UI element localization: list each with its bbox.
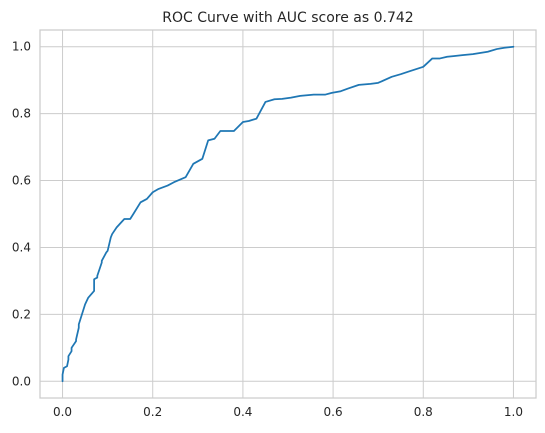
x-tick-label: 0.4 (233, 405, 252, 419)
x-tick-label: 0.2 (143, 405, 162, 419)
plot-frame (39, 29, 537, 399)
y-tick-label: 0.2 (12, 307, 31, 321)
y-tick-label: 1.0 (12, 40, 31, 54)
tick-labels: 0.0 0.2 0.4 0.6 0.8 1.0 0.0 0.2 0.4 0.6 0.8 1.0 (12, 40, 523, 419)
y-tick-label: 0.6 (12, 174, 31, 188)
y-tick-label: 0.0 (12, 374, 31, 388)
x-tick-label: 1.0 (504, 405, 523, 419)
x-tick-label: 0.6 (324, 405, 343, 419)
curve-layer (61, 45, 515, 383)
roc-curve-line (61, 45, 515, 383)
y-tick-label: 0.8 (12, 107, 31, 121)
chart-title: ROC Curve with AUC score as 0.742 (162, 10, 413, 26)
grid (40, 30, 536, 398)
x-tick-label: 0.8 (414, 405, 433, 419)
x-tick-label: 0.0 (53, 405, 72, 419)
y-tick-label: 0.4 (12, 240, 31, 254)
